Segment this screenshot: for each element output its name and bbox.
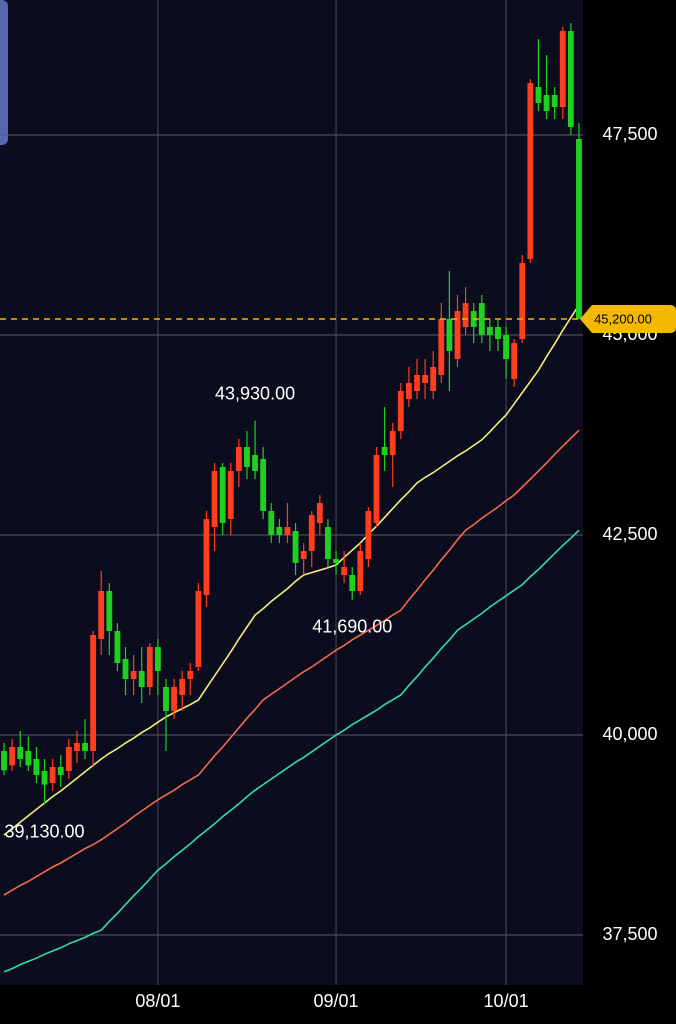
candle-body [65, 747, 72, 771]
x-tick-label: 09/01 [314, 991, 359, 1011]
candle-body [292, 531, 299, 563]
candle-body [316, 503, 323, 523]
candle-body [543, 95, 550, 111]
x-tick-label: 10/01 [484, 991, 529, 1011]
candle-body [154, 647, 161, 671]
moving-average-line [3, 529, 580, 973]
candle-body [357, 551, 364, 591]
candle-body [203, 519, 210, 595]
candle-body [171, 687, 178, 711]
candle-body [430, 367, 437, 391]
candle-body [1, 751, 7, 771]
candle-body [57, 767, 64, 775]
candle-body [130, 671, 137, 679]
candle-body [414, 375, 420, 391]
candle-body [74, 743, 80, 751]
candle-body [341, 567, 348, 575]
y-tick-label: 37,500 [602, 924, 657, 944]
candle-body [454, 311, 461, 359]
candle-body [49, 767, 56, 783]
moving-average-line [3, 304, 580, 836]
current-price-label: 45,200.00 [594, 311, 652, 326]
candle-body [187, 671, 194, 679]
candle-body [82, 743, 88, 751]
candle-body [284, 527, 291, 535]
plot-area [0, 0, 583, 985]
side-tab[interactable] [0, 0, 8, 145]
candle-body [260, 459, 267, 511]
candle-body [365, 511, 372, 559]
candle-body [235, 447, 242, 471]
candle-body [41, 771, 48, 785]
current-price-tag [580, 305, 676, 333]
annotation: 39,130.00 [4, 821, 84, 841]
candle-body [268, 511, 275, 535]
candle-body [276, 527, 283, 535]
candle-body [333, 559, 339, 563]
candle-body [519, 263, 526, 339]
candle-body [122, 659, 129, 679]
candle-body [373, 455, 380, 523]
candle-body [244, 447, 250, 467]
candle-body [163, 687, 169, 711]
y-tick-label: 47,500 [602, 124, 657, 144]
candle-body [325, 527, 331, 559]
candle-body [179, 679, 186, 695]
candle-body [535, 87, 542, 103]
candle-body [503, 335, 509, 359]
candle-body [106, 591, 113, 631]
candle-body [195, 591, 202, 667]
candle-body [300, 551, 307, 559]
candle-body [381, 447, 388, 455]
candle-body [114, 631, 121, 663]
x-tick-label: 08/01 [135, 991, 180, 1011]
candle-body [308, 515, 315, 551]
candle-body [349, 575, 356, 591]
candle-body [559, 31, 566, 107]
candle-body [146, 647, 153, 687]
candle-body [211, 471, 218, 527]
candle-body [227, 471, 234, 519]
candle-body [25, 751, 32, 766]
candle-body [446, 319, 453, 351]
candle-body [405, 383, 412, 399]
candle-body [397, 391, 404, 431]
candle-body [219, 467, 226, 523]
candle-body [17, 747, 24, 759]
candle-body [462, 303, 469, 327]
candle-body [486, 327, 493, 335]
y-tick-label: 40,000 [602, 724, 657, 744]
candle-body [478, 303, 485, 335]
candle-body [389, 431, 396, 455]
candle-body [138, 671, 145, 687]
candle-body [33, 759, 40, 775]
candle-body [9, 747, 16, 766]
candle-body [551, 95, 558, 107]
annotation: 41,690.00 [312, 617, 392, 637]
candle-body [567, 31, 574, 127]
candle-body [438, 319, 445, 375]
candle-body [252, 455, 258, 471]
annotation: 43,930.00 [215, 383, 295, 403]
candle-body [495, 327, 501, 339]
y-tick-label: 42,500 [602, 524, 657, 544]
candle-body [98, 591, 105, 639]
candle-body [527, 83, 534, 259]
candle-body [576, 139, 582, 319]
candle-body [422, 375, 429, 383]
candle-body [90, 635, 97, 751]
moving-average-line [3, 429, 580, 896]
candle-body [511, 343, 518, 379]
